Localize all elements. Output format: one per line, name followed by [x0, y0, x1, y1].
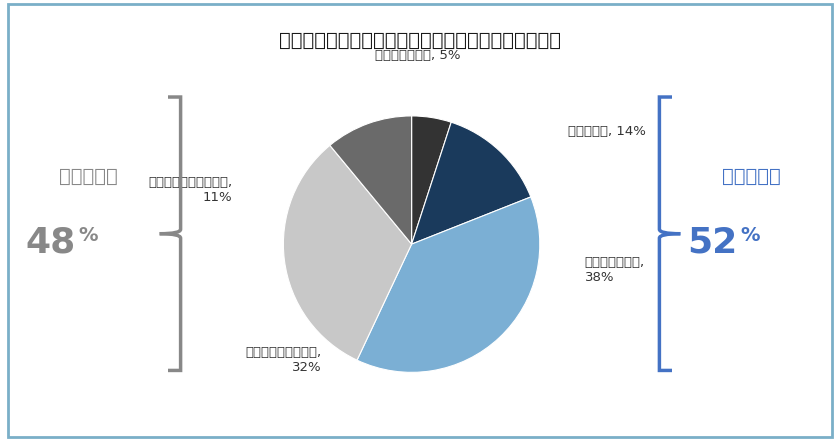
Wedge shape: [357, 197, 540, 372]
Text: あてはまらない, 5%: あてはまらない, 5%: [375, 49, 461, 62]
Wedge shape: [412, 122, 531, 244]
Text: やりがい無: やりがい無: [59, 167, 118, 186]
Text: %: %: [740, 226, 759, 246]
Text: あまりあてはまらない,
11%: あまりあてはまらない, 11%: [148, 176, 232, 204]
Wedge shape: [330, 116, 412, 244]
Text: やりがい有: やりがい有: [722, 167, 781, 186]
Text: あてはまる, 14%: あてはまる, 14%: [568, 125, 646, 138]
Wedge shape: [412, 116, 451, 244]
Text: %: %: [78, 226, 97, 246]
Wedge shape: [283, 146, 412, 360]
Text: どちらとも言えない,
32%: どちらとも言えない, 32%: [246, 346, 322, 374]
Text: 48: 48: [25, 225, 76, 260]
Text: 現在の課長の仕事に、あなたはやりがいを感じている: 現在の課長の仕事に、あなたはやりがいを感じている: [279, 31, 561, 50]
Text: ややあてはまる,
38%: ややあてはまる, 38%: [585, 256, 645, 284]
Text: 52: 52: [687, 225, 738, 260]
